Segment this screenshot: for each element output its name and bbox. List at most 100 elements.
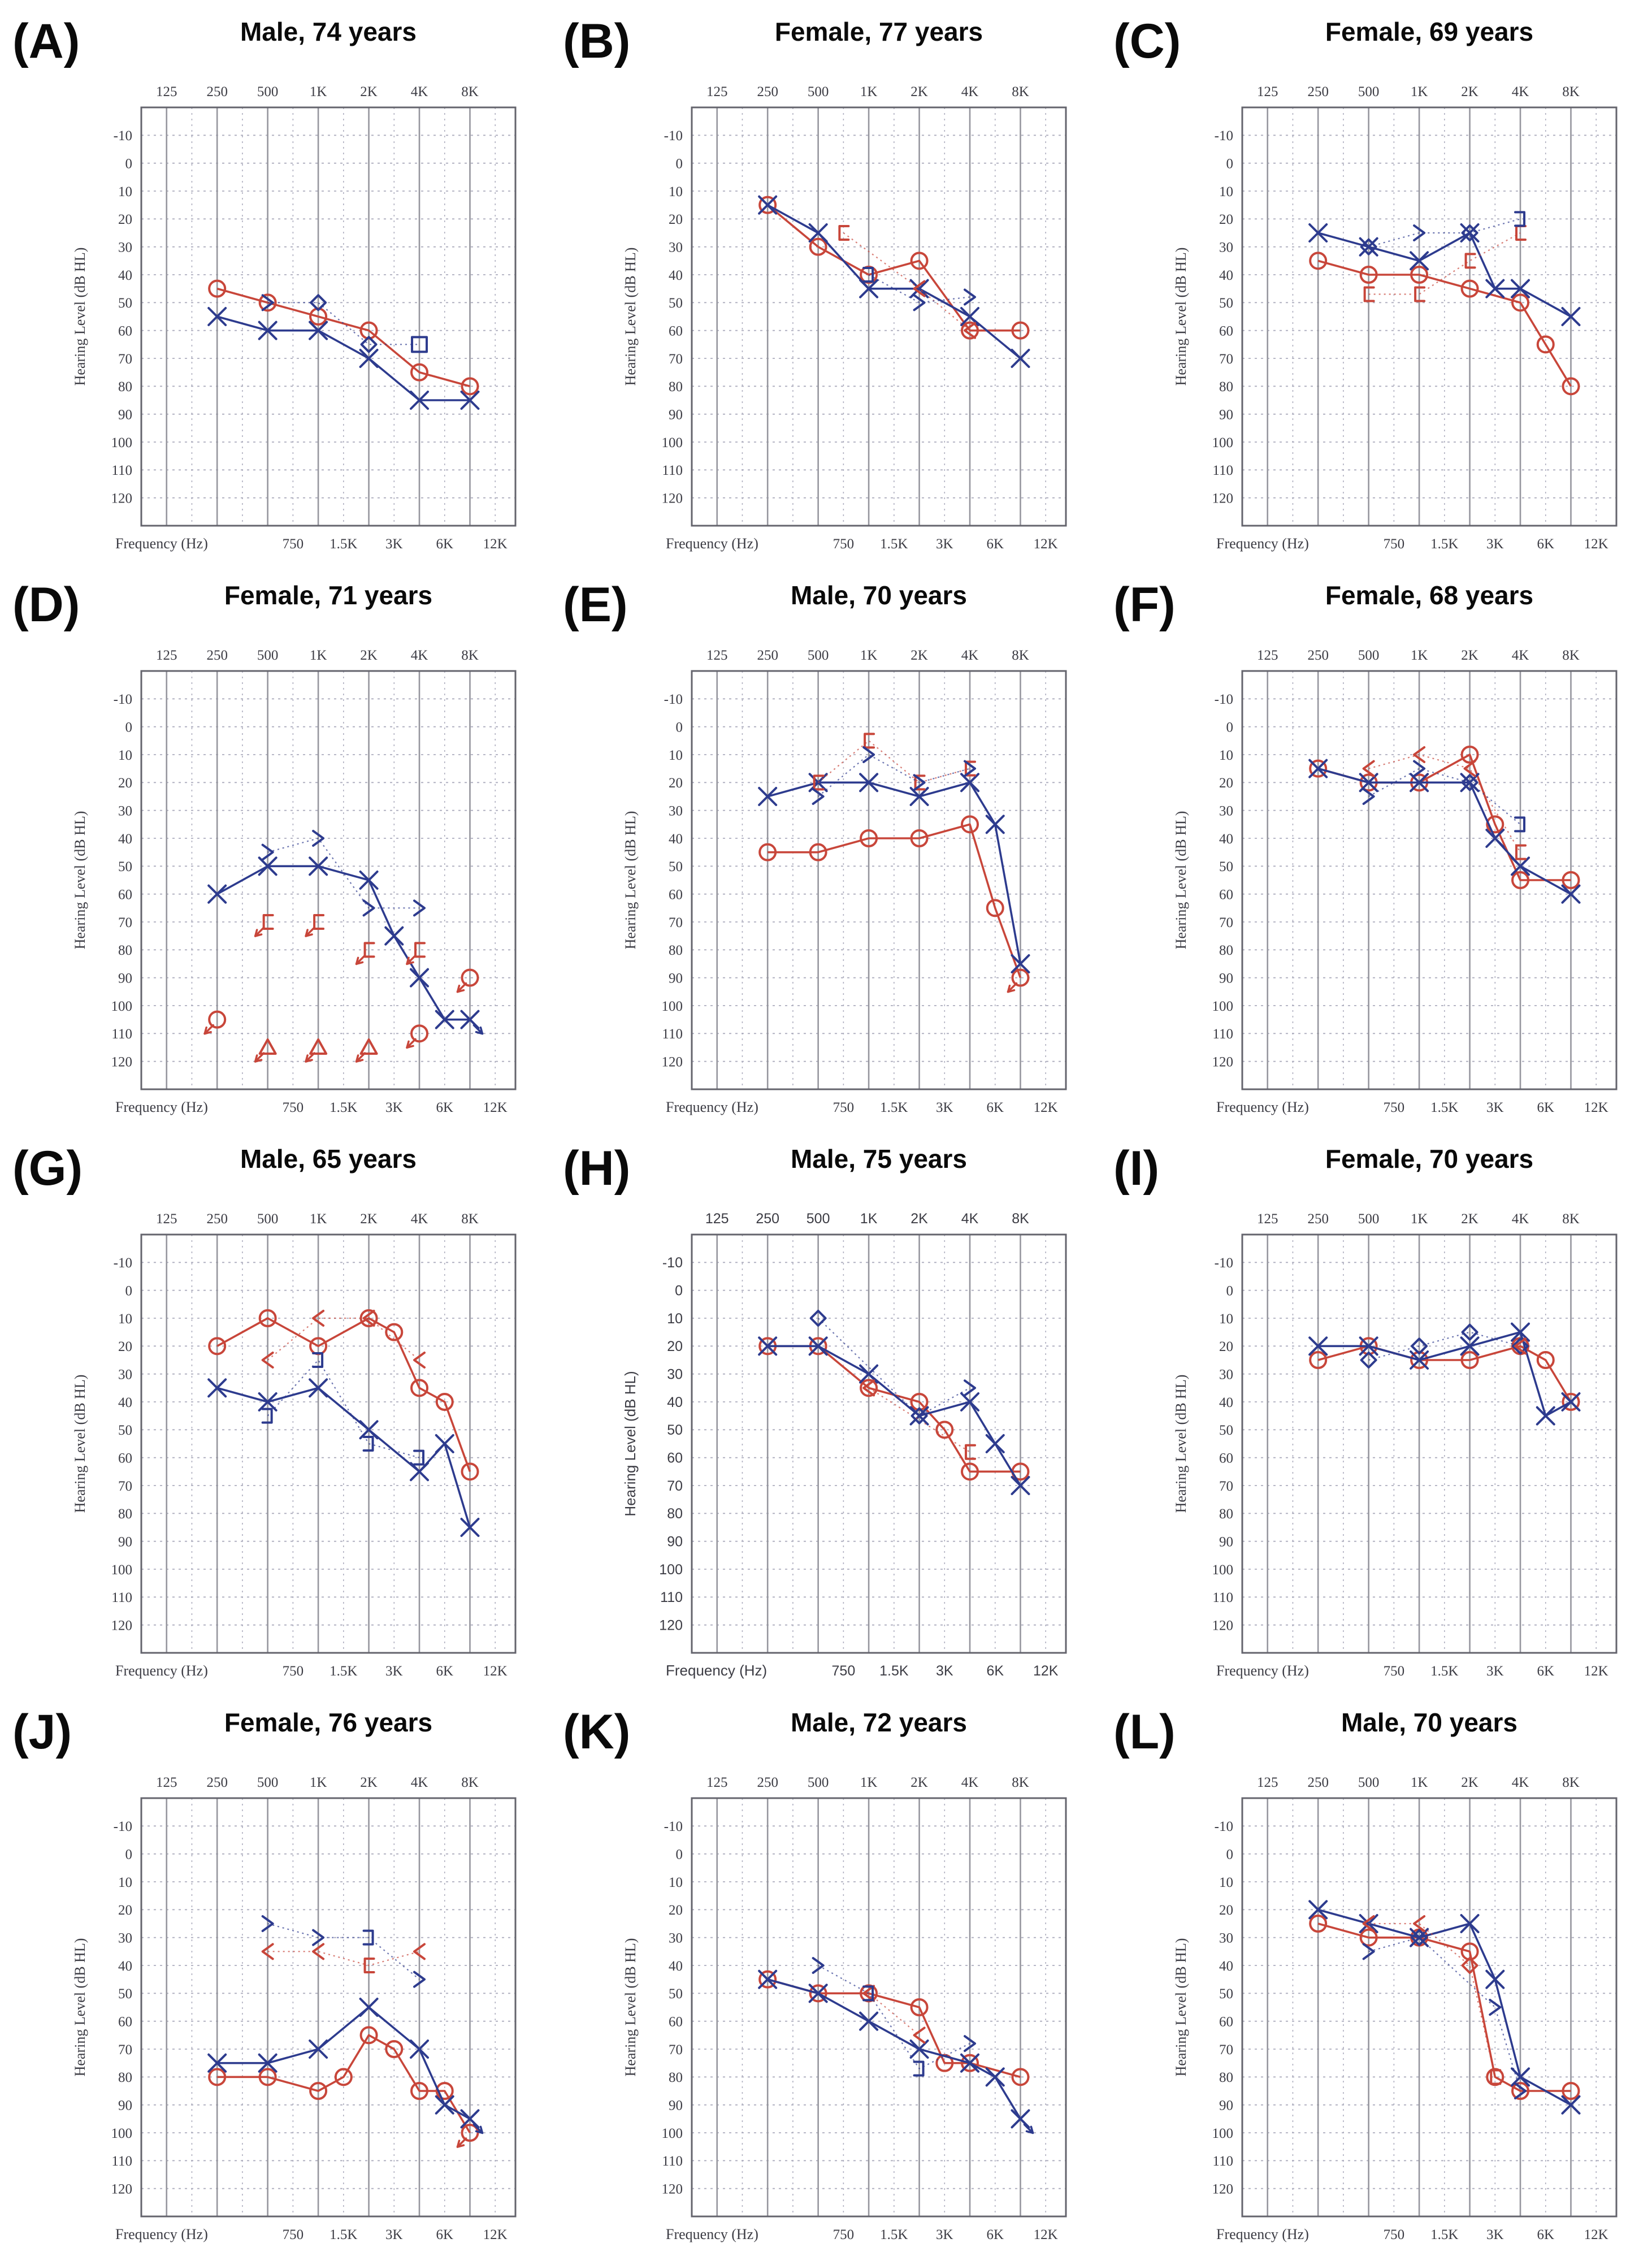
top-axis-tick: 2K bbox=[1461, 84, 1478, 99]
top-axis-tick: 125 bbox=[1257, 84, 1278, 99]
y-axis-tick: 110 bbox=[111, 1027, 132, 1042]
top-axis-tick: 8K bbox=[1562, 84, 1580, 99]
y-axis-tick: 20 bbox=[669, 1903, 683, 1918]
panel-letter: (C) bbox=[1113, 14, 1181, 68]
y-axis-tick: 30 bbox=[669, 803, 683, 819]
no-response-arrow bbox=[305, 926, 315, 937]
bottom-axis-tick: 3K bbox=[1486, 1664, 1504, 1679]
x-axis-title: Frequency (Hz) bbox=[1216, 1099, 1309, 1115]
y-axis-tick: 0 bbox=[676, 156, 683, 171]
left-ear-bone-conduction-series bbox=[812, 746, 977, 805]
y-axis-tick: 0 bbox=[125, 156, 133, 171]
right-arrowhead-marker bbox=[261, 843, 274, 861]
circle-marker bbox=[910, 829, 929, 847]
y-axis-tick: 30 bbox=[667, 1366, 683, 1382]
circle-marker bbox=[208, 2068, 227, 2086]
series-line bbox=[1317, 259, 1572, 387]
no-response-arrow bbox=[355, 1052, 366, 1063]
y-axis-title: Hearing Level (dB HL) bbox=[1173, 1375, 1189, 1513]
top-axis-tick: 4K bbox=[1512, 1775, 1529, 1790]
no-response-arrow bbox=[406, 1038, 417, 1049]
top-axis-tick: 8K bbox=[1012, 1211, 1029, 1227]
right-ear-bone-conduction-series bbox=[1362, 1915, 1502, 2085]
audiogram-panel-d: (D) Female, 71 years 125 250 500 1K 2K 4K 8K 750 1… bbox=[0, 564, 550, 1127]
left-arrowhead-marker bbox=[862, 1379, 875, 1397]
y-axis-tick: 50 bbox=[669, 859, 683, 874]
left-arrowhead-marker bbox=[1362, 1915, 1375, 1932]
bottom-axis-tick: 6K bbox=[986, 1663, 1004, 1679]
y-axis-tick: 50 bbox=[669, 296, 683, 311]
circle-marker bbox=[809, 1984, 827, 2003]
circle-marker bbox=[410, 1024, 429, 1043]
x-axis-title: Frequency (Hz) bbox=[666, 1099, 758, 1115]
right-ear-air-conduction-series bbox=[208, 1309, 479, 1481]
y-axis-tick: 90 bbox=[669, 971, 683, 986]
left-bracket-marker bbox=[1363, 286, 1375, 302]
axis-labels: 125 250 500 1K 2K 4K 8K 750 1.5K 3K 6K 12K -10 0 10 20 3… bbox=[72, 1211, 508, 1679]
x-marker bbox=[1561, 1392, 1581, 1411]
left-ear-air-conduction-series bbox=[207, 307, 480, 410]
diamond-marker bbox=[1360, 1352, 1377, 1369]
y-axis-tick: 50 bbox=[118, 296, 132, 311]
top-axis-tick: 250 bbox=[757, 648, 778, 663]
bottom-axis-tick: 3K bbox=[1486, 536, 1504, 552]
top-axis-tick: 125 bbox=[1257, 1775, 1278, 1790]
bottom-axis-tick: 3K bbox=[936, 1663, 953, 1679]
bottom-axis-tick: 6K bbox=[436, 2227, 453, 2242]
panel-title: Female, 68 years bbox=[1325, 581, 1533, 610]
x-marker bbox=[985, 2067, 1005, 2087]
series-line bbox=[1368, 754, 1521, 853]
right-ear-bone-conduction-series bbox=[862, 1985, 926, 2044]
y-axis-tick: 70 bbox=[667, 1478, 683, 1494]
top-axis-tick: 500 bbox=[257, 1211, 279, 1227]
top-axis-tick: 1K bbox=[1411, 84, 1428, 99]
audiogram-panel-b: (B) Female, 77 years 125 250 500 1K 2K 4K 8K 750 1… bbox=[550, 0, 1101, 564]
y-axis-tick: 100 bbox=[662, 999, 683, 1014]
left-ear-air-conduction-series bbox=[758, 195, 1030, 368]
x-marker bbox=[960, 2053, 980, 2073]
x-marker bbox=[960, 307, 980, 326]
top-axis-tick: 4K bbox=[1512, 1211, 1529, 1227]
panel-letter: (J) bbox=[12, 1705, 72, 1759]
panel-title: Male, 75 years bbox=[791, 1144, 967, 1174]
y-axis-tick: 10 bbox=[667, 1311, 683, 1327]
y-axis-tick: 70 bbox=[1219, 2042, 1233, 2058]
y-axis-tick: 50 bbox=[118, 1423, 132, 1438]
x-marker bbox=[1485, 829, 1505, 848]
left-ear-air-conduction-series bbox=[207, 1998, 484, 2134]
bottom-axis-tick: 1.5K bbox=[880, 2227, 908, 2242]
series-line bbox=[767, 1978, 1021, 2079]
left-ear-bone-conduction-series bbox=[261, 830, 426, 917]
y-axis-tick: 60 bbox=[118, 323, 132, 339]
y-axis-tick: 30 bbox=[669, 240, 683, 255]
y-axis-tick: 30 bbox=[1219, 240, 1233, 255]
circle-marker bbox=[1011, 968, 1030, 987]
y-axis-tick: 110 bbox=[660, 1590, 683, 1605]
x-axis-title: Frequency (Hz) bbox=[1216, 1662, 1309, 1679]
audiogram-panel-c: (C) Female, 69 years 125 250 500 1K 2K 4K 8K 750 1… bbox=[1101, 0, 1651, 564]
series-line bbox=[1368, 1331, 1521, 1361]
y-axis-tick: 20 bbox=[1219, 1339, 1233, 1354]
no-response-arrow bbox=[254, 1052, 265, 1063]
bottom-axis-tick: 3K bbox=[385, 2227, 403, 2242]
circle-marker bbox=[1011, 2068, 1030, 2086]
left-arrowhead-marker bbox=[261, 1352, 274, 1369]
series-line bbox=[217, 2006, 471, 2120]
top-axis-tick: 1K bbox=[310, 648, 327, 663]
bottom-axis-tick: 12K bbox=[1033, 1663, 1059, 1679]
top-axis-tick: 4K bbox=[411, 84, 428, 99]
top-axis-tick: 8K bbox=[461, 648, 479, 663]
right-ear-bone-conduction-series bbox=[1362, 746, 1527, 860]
x-marker bbox=[1359, 1336, 1378, 1356]
circle-marker bbox=[1460, 1351, 1479, 1369]
audiogram-panel-k: (K) Male, 72 years 125 250 500 1K 2K 4K 8K 750 1.5… bbox=[550, 1691, 1101, 2254]
no-response-arrow bbox=[1025, 2125, 1034, 2134]
panel-title: Male, 65 years bbox=[240, 1144, 417, 1174]
panel-title: Male, 70 years bbox=[791, 581, 967, 610]
y-axis-tick: 100 bbox=[111, 1562, 133, 1578]
y-axis-tick: 120 bbox=[111, 1054, 133, 1069]
x-marker bbox=[309, 321, 328, 340]
top-axis-tick: 1K bbox=[860, 84, 878, 99]
right-arrowhead-marker bbox=[964, 288, 977, 306]
